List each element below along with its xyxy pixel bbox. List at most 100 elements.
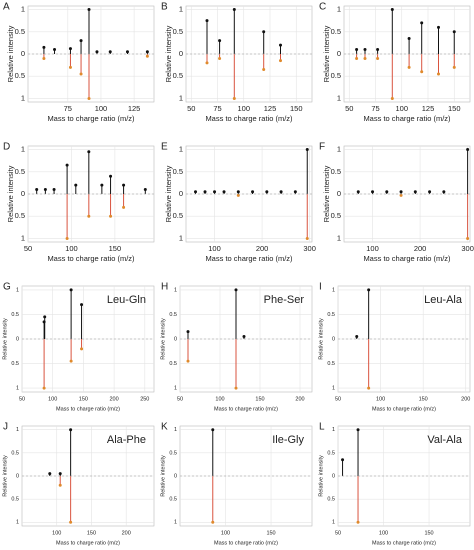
y-tick-label: 0.5 (331, 27, 341, 36)
y-axis-label: Relative intensity (6, 165, 15, 222)
y-axis-label: Relative intensity (318, 318, 324, 360)
y-tick-label: 0.5 (15, 167, 25, 176)
x-tick-label: 75 (213, 104, 221, 113)
peak-dot (186, 330, 190, 334)
peptide-name: Val-Ala (427, 434, 463, 446)
panel-label: L (319, 422, 325, 433)
y-tick-label: 0 (21, 49, 25, 58)
x-tick-label: 50 (177, 396, 183, 402)
y-tick-label: 1 (179, 93, 183, 102)
y-tick-label: 1 (179, 5, 183, 14)
peak-dot (234, 288, 238, 292)
peak-dot (125, 50, 129, 54)
x-tick-label: 100 (95, 104, 108, 113)
y-tick-label: 0.5 (173, 167, 183, 176)
x-tick-label: 100 (376, 396, 385, 402)
x-axis-label: Mass to charge ratio (m/z) (47, 254, 135, 263)
x-tick-label: 100 (366, 244, 379, 253)
y-tick-label: 0 (174, 336, 177, 342)
peak-dot (145, 54, 149, 58)
peak-dot (376, 56, 380, 60)
x-tick-label: 100 (237, 104, 250, 113)
peak-dot (145, 50, 149, 54)
x-tick-label: 100 (379, 530, 388, 536)
peak-dot (87, 8, 91, 12)
y-tick-label: 1 (174, 427, 177, 433)
peak-dot (186, 359, 190, 363)
x-tick-label: 125 (264, 104, 277, 113)
peak-dot (194, 190, 198, 194)
peak-dot (355, 335, 359, 339)
panel-label: F (319, 142, 325, 153)
peak-dot (87, 150, 91, 154)
peak-dot (42, 386, 46, 390)
y-tick-label: 0 (179, 189, 183, 198)
y-tick-label: 0.5 (173, 211, 183, 220)
peak-dot (407, 65, 411, 69)
x-tick-label: 150 (266, 530, 275, 536)
panel-label: E (161, 142, 168, 153)
x-axis-label: Mass to charge ratio (m/z) (56, 540, 120, 546)
peak-dot (407, 36, 411, 40)
y-tick-label: 0.5 (327, 497, 335, 503)
y-tick-label: 1 (16, 427, 19, 433)
peak-dot (236, 193, 240, 197)
peak-dot (279, 59, 282, 63)
peak-dot (363, 48, 367, 52)
x-tick-label: 50 (19, 396, 25, 402)
peptide-name: Leu-Ala (424, 294, 463, 306)
peak-dot (279, 190, 283, 194)
peak-dot (205, 61, 209, 65)
peak-dot (42, 56, 46, 60)
y-tick-label: 1 (332, 287, 335, 293)
peak-dot (262, 30, 266, 34)
y-tick-label: 1 (337, 233, 341, 242)
peak-dot (35, 188, 39, 192)
peak-dot (79, 39, 83, 43)
peak-dot (399, 190, 403, 194)
x-tick-label: 100 (221, 530, 230, 536)
peak-dot (413, 190, 417, 194)
y-tick-label: 0.5 (169, 312, 177, 318)
peak-dot (69, 288, 73, 292)
peak-dot (399, 193, 403, 197)
peak-dot (367, 386, 371, 390)
peak-dot (69, 359, 73, 363)
y-axis-label: Relative intensity (160, 455, 166, 497)
y-tick-label: 0.5 (331, 167, 341, 176)
panel-label: B (161, 2, 168, 13)
x-axis-label: Mass to charge ratio (m/z) (372, 406, 436, 412)
y-tick-label: 0.5 (169, 450, 177, 456)
peak-dot (69, 520, 73, 524)
y-tick-label: 0.5 (327, 361, 335, 367)
peak-dot (466, 236, 470, 240)
x-tick-label: 200 (122, 530, 131, 536)
y-tick-label: 1 (179, 145, 183, 154)
peak-dot (58, 483, 62, 487)
y-tick-label: 0 (16, 336, 19, 342)
x-axis-label: Mass to charge ratio (m/z) (214, 540, 278, 546)
y-tick-label: 1 (21, 233, 25, 242)
y-axis-label: Relative intensity (322, 25, 331, 82)
peak-dot (68, 47, 72, 51)
peak-dot (222, 190, 226, 194)
y-tick-label: 0.5 (169, 497, 177, 503)
peak-dot (265, 190, 269, 194)
x-tick-label: 300 (303, 244, 316, 253)
x-tick-label: 250 (140, 396, 149, 402)
peak-dot (43, 188, 47, 192)
x-tick-label: 150 (448, 104, 461, 113)
y-tick-label: 0.5 (15, 27, 25, 36)
y-tick-label: 1 (179, 233, 183, 242)
x-tick-label: 125 (128, 104, 141, 113)
x-tick-label: 300 (461, 244, 474, 253)
x-tick-label: 200 (256, 244, 269, 253)
peak-dot (48, 472, 52, 476)
x-tick-label: 150 (424, 530, 433, 536)
panel-label: A (3, 2, 10, 13)
peak-dot (452, 30, 456, 34)
y-tick-label: 0.5 (173, 71, 183, 80)
peak-dot (109, 174, 113, 178)
x-tick-label: 150 (290, 104, 303, 113)
peptide-name: Ile-Gly (272, 434, 304, 446)
